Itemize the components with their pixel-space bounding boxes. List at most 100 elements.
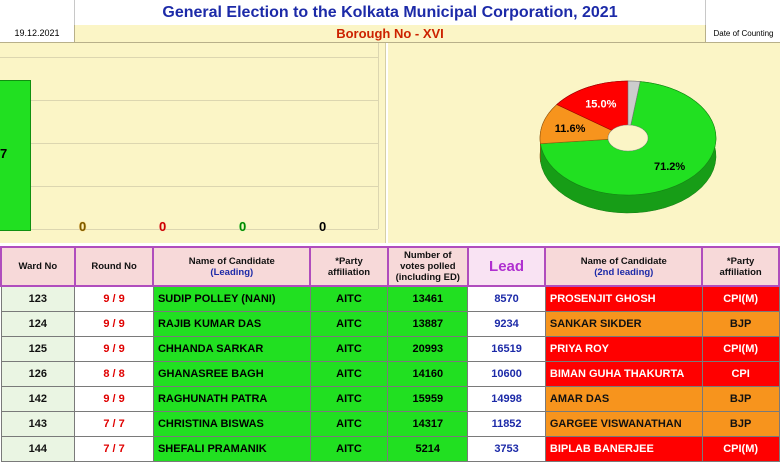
party2-cell: CPI: [701, 361, 780, 387]
col-lead-label: Lead: [489, 258, 525, 275]
gridline: [0, 57, 378, 58]
pie-label-bjp: 11.6%: [555, 123, 586, 135]
round-cell: 9 / 9: [74, 386, 154, 412]
table-row: 125 9 / 9 CHHANDA SARKAR AITC 20993 1651…: [0, 336, 780, 362]
table-row: 123 9 / 9 SUDIP POLLEY (NANI) AITC 13461…: [0, 285, 780, 312]
table-row: 143 7 / 7 CHRISTINA BISWAS AITC 14317 11…: [0, 411, 780, 437]
date-cell: 19.12.2021: [0, 25, 75, 42]
votes-cell: 13887: [387, 311, 469, 337]
col-party-label: *Party: [335, 255, 363, 267]
col-lead: Lead: [466, 246, 547, 287]
col-party: *Party affiliation: [309, 246, 389, 287]
gridline: [0, 100, 378, 101]
ward-cell: 126: [0, 361, 76, 387]
votes-cell: 14317: [387, 411, 469, 437]
second-candidate-cell: BIPLAB BANERJEE: [544, 436, 703, 462]
party-cell: AITC: [309, 285, 389, 312]
lead-cell: 11852: [467, 411, 546, 437]
second-candidate-cell: BIMAN GUHA THAKURTA: [544, 361, 703, 387]
ward-cell: 142: [0, 386, 76, 412]
col-votes-label: Number of: [404, 250, 452, 261]
results-table: Ward No Round No Name of Candidate (Lead…: [0, 246, 780, 462]
page-title: General Election to the Kolkata Municipa…: [162, 4, 618, 21]
bar-value-label: 7: [0, 146, 8, 161]
col-ward-label: Ward No: [18, 261, 58, 272]
party-cell: AITC: [309, 436, 389, 462]
lead-cell: 9234: [467, 311, 546, 337]
pie-label-cpim: 15.0%: [585, 98, 616, 110]
party-cell: AITC: [309, 361, 389, 387]
bar-zero-label: 0: [319, 219, 327, 234]
col-candidate2-label: Name of Candidate: [580, 255, 667, 267]
leading-candidate-cell: GHANASREE BAGH: [152, 361, 311, 387]
col-candidate-leading: Name of Candidate (Leading): [152, 246, 312, 287]
col-votes-label: votes polled: [400, 261, 456, 272]
ward-cell: 123: [0, 285, 76, 312]
pie-label-aitc: 71.2%: [654, 161, 685, 173]
borough-title: Borough No - XVI: [336, 26, 444, 41]
col-candidate-sublabel: (Leading): [210, 266, 254, 278]
pie-center-hole: [607, 124, 649, 152]
second-candidate-cell: GARGEE VISWANATHAN: [544, 411, 703, 437]
round-cell: 8 / 8: [74, 361, 154, 387]
bar-chart: 7 0 0 0 0: [0, 43, 386, 243]
table-row: 142 9 / 9 RAGHUNATH PATRA AITC 15959 149…: [0, 386, 780, 412]
leading-candidate-cell: SHEFALI PRAMANIK: [152, 436, 311, 462]
votes-cell: 13461: [387, 285, 469, 312]
col-candidate-label: Name of Candidate: [188, 255, 275, 267]
leading-candidate-cell: RAGHUNATH PATRA: [152, 386, 311, 412]
leading-candidate-cell: SUDIP POLLEY (NANI): [152, 285, 311, 312]
date-of-counting-label: Date of Counting: [705, 25, 780, 42]
party2-cell: BJP: [701, 411, 780, 437]
ward-cell: 143: [0, 411, 76, 437]
party-cell: AITC: [309, 411, 389, 437]
lead-cell: 10600: [467, 361, 546, 387]
col-party2-sublabel: affiliation: [719, 266, 762, 278]
votes-cell: 14160: [387, 361, 469, 387]
lead-cell: 3753: [467, 436, 546, 462]
party-cell: AITC: [309, 336, 389, 362]
round-cell: 7 / 7: [74, 411, 154, 437]
gridline: [0, 143, 378, 144]
table-header-row: Ward No Round No Name of Candidate (Lead…: [0, 246, 780, 287]
pie-chart: 71.2% 11.6% 15.0%: [539, 80, 717, 214]
leading-candidate-cell: RAJIB KUMAR DAS: [152, 311, 311, 337]
votes-cell: 5214: [387, 436, 469, 462]
ward-cell: 125: [0, 336, 76, 362]
second-candidate-cell: AMAR DAS: [544, 386, 703, 412]
party2-cell: CPI(M): [701, 436, 780, 462]
leading-candidate-cell: CHHANDA SARKAR: [152, 336, 311, 362]
table-row: 126 8 / 8 GHANASREE BAGH AITC 14160 1060…: [0, 361, 780, 387]
title-separator: [74, 0, 75, 25]
table-row: 144 7 / 7 SHEFALI PRAMANIK AITC 5214 375…: [0, 436, 780, 462]
ward-cell: 124: [0, 311, 76, 337]
lead-cell: 8570: [467, 285, 546, 312]
party2-cell: BJP: [701, 386, 780, 412]
lead-cell: 16519: [467, 336, 546, 362]
lead-cell: 14998: [467, 386, 546, 412]
col-votes-sublabel: (including ED): [395, 272, 460, 283]
round-cell: 9 / 9: [74, 311, 154, 337]
table-row: 124 9 / 9 RAJIB KUMAR DAS AITC 13887 923…: [0, 311, 780, 337]
chart-axis: [378, 43, 379, 229]
votes-cell: 20993: [387, 336, 469, 362]
col-candidate-second: Name of Candidate (2nd leading): [544, 246, 704, 287]
leading-candidate-cell: CHRISTINA BISWAS: [152, 411, 311, 437]
party-cell: AITC: [309, 386, 389, 412]
round-cell: 9 / 9: [74, 285, 154, 312]
col-party-sublabel: affiliation: [327, 266, 371, 278]
votes-cell: 15959: [387, 386, 469, 412]
party2-cell: BJP: [701, 311, 780, 337]
second-candidate-cell: SANKAR SIKDER: [544, 311, 703, 337]
party-cell: AITC: [309, 311, 389, 337]
col-round-label: Round No: [91, 261, 137, 272]
title-bar: General Election to the Kolkata Municipa…: [0, 0, 780, 26]
party2-cell: CPI(M): [701, 285, 780, 312]
ward-cell: 144: [0, 436, 76, 462]
bar-zero-label: 0: [79, 219, 87, 234]
round-cell: 9 / 9: [74, 336, 154, 362]
bar-aitc: [0, 80, 31, 231]
bar-zero-label: 0: [159, 219, 167, 234]
title-separator: [705, 0, 706, 25]
party2-cell: CPI(M): [701, 336, 780, 362]
